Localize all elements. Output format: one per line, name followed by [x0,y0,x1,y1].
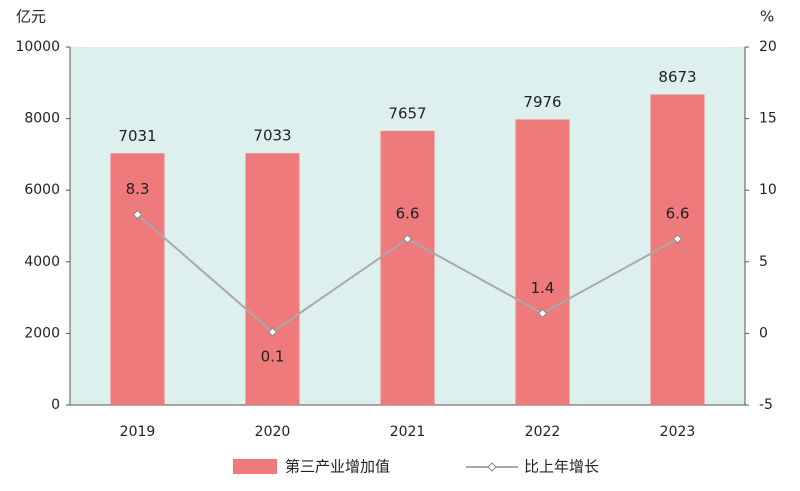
y-tick-label: 10000 [15,39,60,55]
bar-value-label: 7976 [523,93,561,111]
y2-tick-label: 15 [759,111,777,127]
line-value-label: 6.6 [396,204,420,222]
line-marker [132,209,143,220]
x-tick-label: 2021 [390,424,426,440]
x-tick-label: 2023 [660,424,696,440]
y2-tick-label: -5 [759,397,773,413]
y-tick-label: 6000 [24,182,60,198]
line-value-label: 0.1 [261,347,285,365]
bar-value-label: 8673 [658,68,696,86]
line-value-label: 1.4 [531,279,555,297]
bar [380,130,435,405]
legend-label: 第三产业增加值 [285,458,390,476]
legend-swatch [233,459,277,474]
y-tick-label: 2000 [24,325,60,341]
legend-marker [487,462,497,472]
bar-value-label: 7031 [118,127,156,145]
bar [515,119,570,405]
bar [245,153,300,405]
line-value-label: 8.3 [126,180,150,198]
legend-label: 比上年增长 [524,458,599,476]
bar-value-label: 7657 [388,104,426,122]
bar-value-label: 7033 [253,127,291,145]
line-value-label: 6.6 [666,204,690,222]
line-marker [402,234,413,244]
x-tick-label: 2022 [525,424,561,440]
line-marker [672,234,683,244]
y-tick-label: 8000 [24,111,60,127]
y-tick-label: 4000 [24,254,60,270]
y-tick-label: 0 [51,397,60,413]
y-unit: 亿元 [16,8,46,26]
line-marker [267,327,278,337]
y2-tick-label: 0 [759,325,768,341]
y2-tick-label: 10 [759,182,777,198]
y2-unit: % [760,8,774,26]
x-tick-label: 2019 [120,424,156,440]
y2-tick-label: 5 [759,254,768,270]
line-marker [537,308,548,319]
x-tick-label: 2020 [255,424,291,440]
y2-tick-label: 20 [759,39,777,55]
bar [110,153,165,405]
